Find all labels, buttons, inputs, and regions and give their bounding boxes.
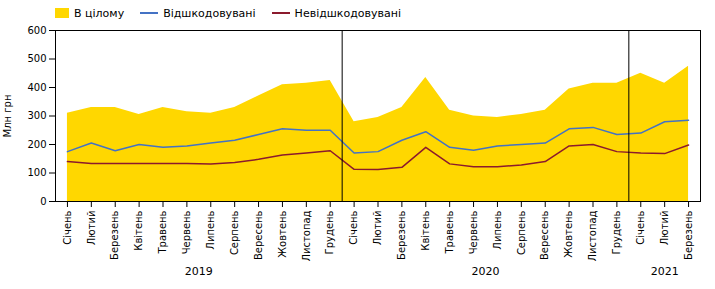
svg-text:Квітень: Квітень [133,210,144,250]
svg-text:Травень: Травень [157,210,168,254]
svg-text:Січень: Січень [635,210,646,244]
svg-text:Жовтень: Жовтень [277,210,288,257]
html-text:В цілому: В цілому [74,6,125,20]
svg-text:600: 600 [27,25,46,36]
svg-text:Вересень: Вересень [253,210,264,260]
svg-text:Березень: Березень [109,210,120,260]
svg-text:Лютий: Лютий [659,211,670,246]
svg-text:Лютий: Лютий [86,211,97,246]
svg-text:400: 400 [27,82,46,93]
svg-text:300: 300 [27,110,46,121]
svg-text:Листопад: Листопад [587,210,598,261]
svg-text:0: 0 [40,196,46,207]
svg-text:Лютий: Лютий [372,211,383,246]
svg-text:2021: 2021 [651,265,679,278]
svg-text:Січень: Січень [348,210,359,244]
svg-text:2019: 2019 [185,265,213,278]
html-text:Відшкодовувані: Відшкодовувані [163,6,256,20]
svg-text:500: 500 [27,53,46,64]
svg-text:200: 200 [27,139,46,150]
html-text:Невідшкодовувані: Невідшкодовувані [294,6,401,20]
svg-text:Серпень: Серпень [229,210,240,255]
svg-text:Грудень: Грудень [324,210,335,254]
svg-text:100: 100 [27,167,46,178]
svg-text:Березень: Березень [683,210,694,260]
svg-text:Червень: Червень [468,210,479,254]
svg-text:Млн грн: Млн грн [2,95,13,138]
svg-text:Січень: Січень [62,210,73,244]
svg-text:Червень: Червень [181,210,192,254]
svg-text:Листопад: Листопад [301,210,312,261]
svg-text:Липень: Липень [205,210,216,249]
svg-text:Жовтень: Жовтень [563,210,574,257]
svg-text:Квітень: Квітень [420,210,431,250]
svg-text:Липень: Липень [492,210,503,249]
svg-text:Вересень: Вересень [539,210,550,260]
svg-text:Серпень: Серпень [516,210,527,255]
svg-text:Грудень: Грудень [611,210,622,254]
svg-text:Травень: Травень [444,210,455,254]
svg-text:Березень: Березень [396,210,407,260]
svg-text:2020: 2020 [472,265,500,278]
